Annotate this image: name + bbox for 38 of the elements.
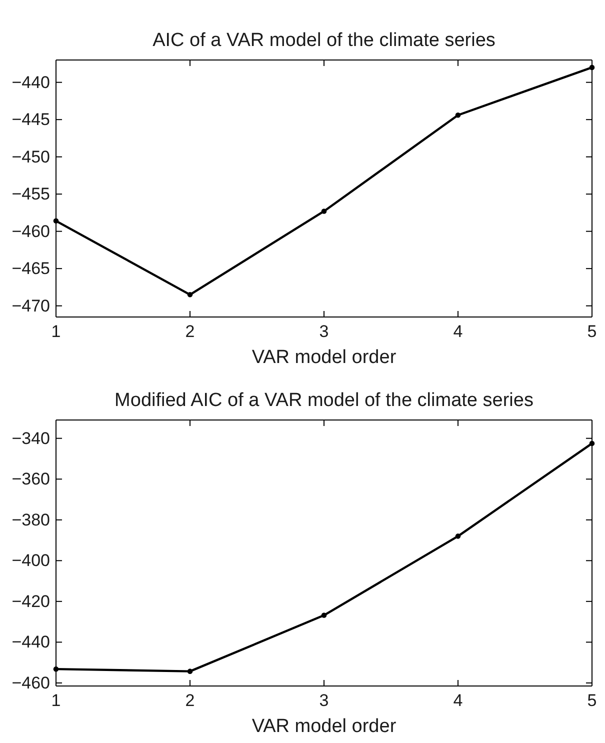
y-tick-label: −455 bbox=[12, 184, 50, 204]
point bbox=[455, 112, 461, 118]
x-tick-label: 5 bbox=[587, 322, 597, 342]
y-tick-label: −470 bbox=[12, 296, 50, 316]
y-tick-label: −400 bbox=[12, 551, 50, 570]
chart-title: AIC of a VAR model of the climate series bbox=[152, 30, 496, 51]
y-tick-label: −420 bbox=[12, 592, 50, 611]
y-tick-label: −460 bbox=[12, 222, 50, 241]
x-tick-label: 4 bbox=[453, 691, 463, 710]
x-tick-label: 2 bbox=[185, 691, 195, 710]
chart-title: Modified AIC of a VAR model of the climate series bbox=[114, 390, 534, 411]
y-tick-label: −460 bbox=[12, 673, 50, 692]
point bbox=[321, 612, 327, 618]
y-tick-label: −445 bbox=[12, 110, 50, 130]
y-tick-label: −340 bbox=[12, 428, 50, 448]
point bbox=[53, 218, 59, 224]
y-tick-label: −440 bbox=[12, 632, 50, 652]
x-tick-label: 5 bbox=[587, 691, 597, 710]
point bbox=[321, 208, 327, 214]
point bbox=[53, 666, 59, 672]
point bbox=[589, 64, 595, 70]
y-tick-label: −360 bbox=[12, 470, 50, 489]
y-tick-label: −465 bbox=[12, 259, 50, 278]
y-tick-label: −380 bbox=[12, 510, 50, 530]
x-tick-label: 1 bbox=[51, 322, 61, 342]
point bbox=[589, 440, 595, 446]
point bbox=[187, 668, 193, 674]
x-tick-label: 1 bbox=[51, 691, 61, 710]
point bbox=[455, 534, 461, 539]
x-tick-label: 3 bbox=[319, 691, 329, 710]
y-tick-label: −440 bbox=[12, 72, 50, 92]
x-axis-title: VAR model order bbox=[252, 716, 397, 737]
point bbox=[187, 292, 193, 298]
x-tick-label: 3 bbox=[319, 322, 329, 342]
y-tick-label: −450 bbox=[12, 147, 50, 166]
x-tick-label: 2 bbox=[185, 322, 195, 342]
x-tick-label: 4 bbox=[453, 322, 463, 342]
x-axis-title: VAR model order bbox=[252, 347, 397, 368]
